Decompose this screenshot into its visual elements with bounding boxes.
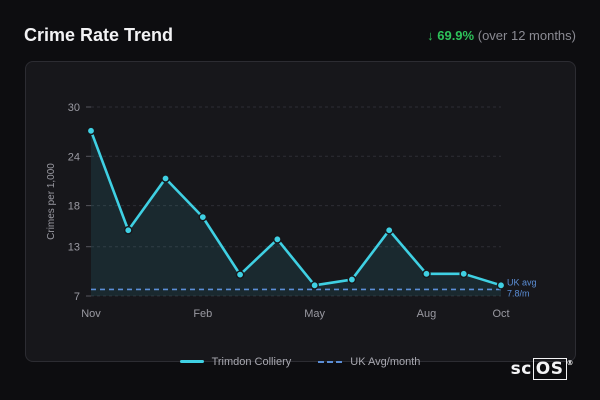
x-tick-label: May bbox=[304, 308, 325, 320]
y-tick-label: 7 bbox=[74, 291, 80, 303]
series-line bbox=[89, 130, 502, 287]
down-arrow-icon: ↓ bbox=[427, 28, 434, 43]
y-tick-label: 18 bbox=[68, 201, 80, 213]
data-point bbox=[198, 212, 208, 222]
legend-line-swatch bbox=[179, 360, 204, 363]
legend-item-series[interactable]: Trimdon Colliery bbox=[179, 355, 292, 368]
data-point bbox=[161, 174, 170, 183]
chart-title: Crime Rate Trend bbox=[24, 25, 174, 45]
data-point bbox=[123, 225, 133, 235]
data-point bbox=[347, 275, 357, 284]
change-percent: 69.9% bbox=[437, 28, 475, 43]
chart-legend: Trimdon Colliery UK Avg/month bbox=[0, 354, 600, 368]
y-tick-label: 13 bbox=[68, 242, 80, 254]
y-axis-label: Crimes per 1,000 bbox=[46, 163, 57, 240]
legend-dash-swatch bbox=[318, 361, 343, 363]
x-tick-label: Aug bbox=[417, 308, 437, 320]
data-point bbox=[422, 269, 431, 279]
data-point bbox=[310, 281, 319, 290]
uk-avg-value-label: 7.8/m bbox=[507, 288, 530, 298]
data-point bbox=[496, 281, 506, 290]
x-tick-label: Nov bbox=[81, 308, 101, 320]
legend-item-avg[interactable]: UK Avg/month bbox=[318, 356, 420, 368]
data-point bbox=[459, 269, 469, 279]
brand-logo: sc OS ® bbox=[510, 358, 574, 380]
y-tick-label: 24 bbox=[68, 151, 80, 163]
legend-series-label: Trimdon Colliery bbox=[211, 355, 292, 368]
series-area bbox=[91, 130, 501, 296]
x-tick-label: Feb bbox=[193, 308, 212, 320]
data-point bbox=[235, 270, 245, 279]
chart-card bbox=[25, 61, 576, 362]
change-summary: ↓ 69.9% (over 12 months) bbox=[427, 28, 576, 43]
change-note: (over 12 months) bbox=[477, 28, 576, 43]
data-point bbox=[86, 126, 96, 136]
y-tick-label: 30 bbox=[68, 102, 80, 114]
uk-avg-label: UK avg bbox=[507, 277, 537, 287]
x-tick-label: Oct bbox=[492, 308, 509, 320]
data-point bbox=[273, 234, 282, 244]
legend-avg-label: UK Avg/month bbox=[350, 356, 421, 368]
data-point bbox=[384, 225, 394, 235]
